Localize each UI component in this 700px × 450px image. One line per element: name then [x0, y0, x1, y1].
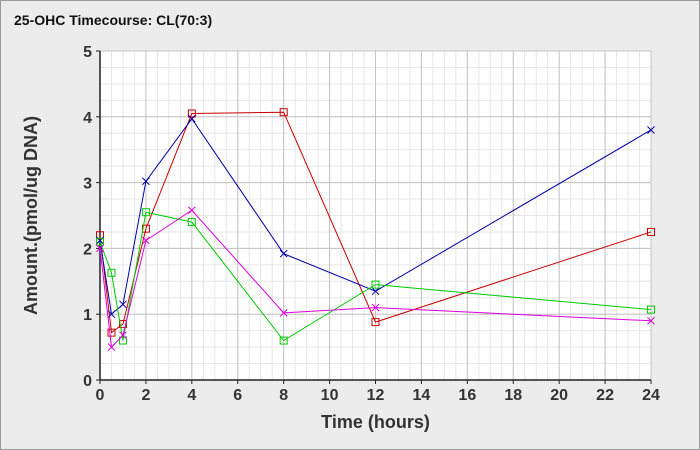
- x-tick-label: 18: [504, 387, 522, 404]
- y-tick-label: 5: [83, 44, 92, 61]
- x-tick-label: 6: [233, 387, 242, 404]
- series-4: [96, 206, 655, 351]
- data-point: [141, 224, 150, 233]
- data-point: [119, 331, 127, 340]
- data-point: [279, 108, 288, 117]
- x-tick-label: 16: [458, 387, 476, 404]
- y-tick-label: 2: [83, 241, 92, 258]
- data-point: [96, 237, 104, 246]
- x-tick-label: 2: [141, 387, 150, 404]
- y-tick-label: 1: [83, 307, 92, 324]
- x-tick-label: 8: [279, 387, 288, 404]
- x-tick-label: 4: [187, 387, 196, 404]
- data-point: [371, 303, 380, 312]
- data-point: [118, 320, 127, 329]
- data-point: [119, 300, 127, 309]
- data-point: [647, 316, 655, 325]
- series-2: [96, 114, 655, 319]
- data-point: [279, 249, 288, 258]
- data-point: [96, 244, 104, 253]
- x-tick-label: 22: [596, 387, 614, 404]
- data-point: [107, 328, 116, 337]
- series-1: [96, 108, 655, 337]
- series-layer: [96, 108, 655, 351]
- series-3: [96, 208, 655, 345]
- data-point: [647, 227, 655, 236]
- x-tick-label: 12: [367, 387, 385, 404]
- data-point: [371, 287, 380, 296]
- data-point: [187, 114, 196, 123]
- x-tick-label: 0: [96, 387, 105, 404]
- x-axis-title: Time (hours): [321, 412, 430, 432]
- x-tick-label: 24: [642, 387, 660, 404]
- data-point: [187, 109, 196, 118]
- y-tick-label: 0: [83, 373, 92, 390]
- data-point: [371, 318, 380, 327]
- y-tick-label: 4: [83, 110, 92, 127]
- y-tick-label: 3: [83, 176, 92, 193]
- y-axis-title: Amount.(pmol/ug DNA): [21, 116, 41, 315]
- data-point: [141, 208, 150, 217]
- x-tick-label: 20: [550, 387, 568, 404]
- y-axis-ticks: 0 1 2 3 4 5: [83, 44, 100, 390]
- data-point: [647, 305, 655, 314]
- series-line: [99, 111, 652, 334]
- data-point: [118, 336, 127, 345]
- data-point: [142, 177, 150, 186]
- x-tick-label: 14: [413, 387, 431, 404]
- data-point: [187, 206, 196, 215]
- series-line: [99, 211, 652, 342]
- data-point: [107, 310, 116, 319]
- data-point: [107, 343, 116, 351]
- data-point: [279, 336, 288, 345]
- data-point: [187, 218, 196, 227]
- chart-title: 25-OHC Timecourse: CL(70:3): [14, 12, 213, 28]
- data-point: [279, 309, 288, 317]
- data-point: [371, 280, 380, 289]
- data-point: [647, 126, 655, 134]
- data-point: [107, 268, 116, 277]
- x-tick-label: 10: [321, 387, 339, 404]
- x-axis-ticks: 0 2 4 6 8 10 12 14 16 18 20 22 24: [96, 380, 660, 404]
- data-point: [142, 236, 150, 245]
